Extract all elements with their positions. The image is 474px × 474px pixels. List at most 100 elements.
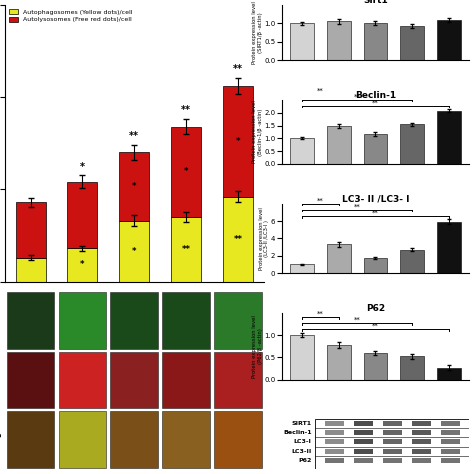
Bar <box>162 352 210 408</box>
Bar <box>437 367 461 380</box>
Bar <box>171 127 201 217</box>
Bar <box>162 411 210 468</box>
Bar <box>441 421 460 426</box>
Bar <box>400 250 424 273</box>
Bar <box>364 353 387 380</box>
Text: RFP: RFP <box>0 372 1 388</box>
Bar <box>327 245 351 273</box>
Text: **: ** <box>317 311 324 317</box>
Bar <box>437 222 461 273</box>
Bar <box>110 411 158 468</box>
Y-axis label: Protein expression level
(LC3-II /LC3-I ): Protein expression level (LC3-II /LC3-I … <box>259 207 269 270</box>
Bar <box>383 421 401 426</box>
Bar <box>7 352 55 408</box>
Text: LC3-II: LC3-II <box>292 448 311 454</box>
Text: *: * <box>80 260 85 269</box>
Title: P62: P62 <box>366 304 385 313</box>
Bar <box>7 411 55 468</box>
Bar <box>290 138 314 164</box>
Bar <box>383 430 401 436</box>
Text: **: ** <box>129 131 139 141</box>
Text: *: * <box>236 137 240 146</box>
Bar <box>383 458 401 463</box>
Bar <box>383 448 401 454</box>
Y-axis label: Protein expression level
(P62/β -actin): Protein expression level (P62/β -actin) <box>252 315 263 378</box>
Bar <box>119 221 149 282</box>
Text: GFP: GFP <box>0 312 1 329</box>
Y-axis label: Protein expression level
(Beclin-1/β -actin): Protein expression level (Beclin-1/β -ac… <box>252 100 263 164</box>
Bar <box>16 202 46 257</box>
Bar <box>290 23 314 60</box>
Text: **: ** <box>372 210 379 216</box>
Bar <box>400 124 424 164</box>
Bar <box>412 448 431 454</box>
Title: LC3- II /LC3- I: LC3- II /LC3- I <box>342 195 409 204</box>
Bar <box>214 292 262 349</box>
Bar <box>67 248 98 282</box>
Bar <box>325 448 344 454</box>
Bar <box>171 217 201 282</box>
Bar <box>223 197 253 282</box>
Bar <box>400 26 424 60</box>
Bar <box>354 421 373 426</box>
Bar <box>325 421 344 426</box>
Bar <box>354 430 373 436</box>
Bar <box>441 458 460 463</box>
Bar <box>383 439 401 445</box>
Bar <box>290 264 314 273</box>
Text: Merge: Merge <box>0 426 1 453</box>
Text: SIRT1: SIRT1 <box>292 421 311 426</box>
Bar <box>364 258 387 273</box>
Title: Sirt1: Sirt1 <box>363 0 388 5</box>
Bar <box>59 411 106 468</box>
Bar <box>16 257 46 282</box>
Bar <box>354 439 373 445</box>
Bar <box>325 439 344 445</box>
Bar <box>110 352 158 408</box>
Bar <box>214 411 262 468</box>
Bar <box>441 430 460 436</box>
Text: **: ** <box>354 317 360 323</box>
Bar <box>119 152 149 221</box>
Bar <box>290 335 314 380</box>
Title: Beclin-1: Beclin-1 <box>355 91 396 100</box>
Text: **: ** <box>233 64 243 74</box>
Text: **: ** <box>182 245 191 254</box>
Bar <box>214 352 262 408</box>
Bar <box>59 352 106 408</box>
Bar <box>162 292 210 349</box>
Y-axis label: Protein expression level
(SIRT1/β -actin): Protein expression level (SIRT1/β -actin… <box>252 1 263 64</box>
Bar <box>441 448 460 454</box>
Text: **: ** <box>354 203 360 210</box>
Bar <box>354 458 373 463</box>
Bar <box>7 292 55 349</box>
Bar <box>67 182 98 248</box>
Bar <box>110 292 158 349</box>
Text: **: ** <box>317 88 324 94</box>
Bar <box>412 458 431 463</box>
Bar <box>412 430 431 436</box>
Bar <box>325 430 344 436</box>
Bar <box>437 111 461 164</box>
Text: *: * <box>184 167 188 176</box>
Bar <box>412 421 431 426</box>
Text: LC3-I: LC3-I <box>294 439 311 445</box>
Bar <box>354 448 373 454</box>
Bar <box>327 21 351 60</box>
Text: *: * <box>132 246 137 255</box>
Bar <box>327 345 351 380</box>
Text: **: ** <box>317 197 324 203</box>
Bar <box>364 134 387 164</box>
Bar <box>315 419 469 469</box>
Bar <box>364 23 387 60</box>
Bar <box>400 356 424 380</box>
Text: **: ** <box>233 235 242 244</box>
Legend: Autophagosomes (Yellow dots)/cell, Autolysosomes (Free red dots)/cell: Autophagosomes (Yellow dots)/cell, Autol… <box>8 8 134 24</box>
Bar <box>59 292 106 349</box>
Text: **: ** <box>181 106 191 116</box>
Bar <box>441 439 460 445</box>
Text: *: * <box>132 182 137 191</box>
Bar <box>327 126 351 164</box>
Text: *: * <box>80 162 85 172</box>
Text: **: ** <box>372 99 379 105</box>
